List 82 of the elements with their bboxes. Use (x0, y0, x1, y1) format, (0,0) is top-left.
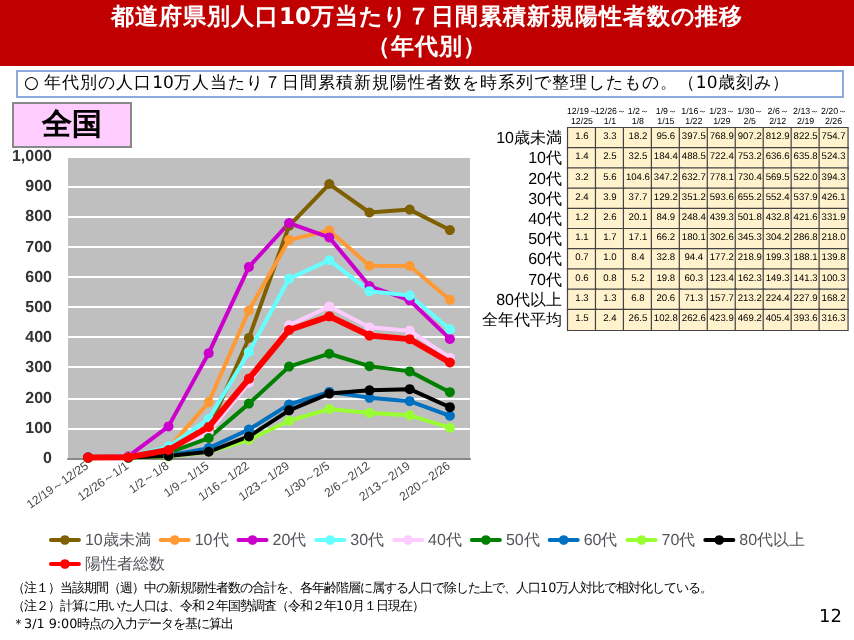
y-tick-label: 900 (25, 177, 54, 196)
point (243, 261, 254, 272)
point (324, 348, 335, 359)
point (404, 260, 415, 271)
point (324, 301, 335, 312)
point (243, 398, 254, 409)
y-tick-label: 80代以上 (496, 290, 562, 309)
point (163, 421, 174, 432)
y-tick-label: 60代 (528, 250, 562, 269)
y-tick-label: 10代 (528, 149, 562, 168)
chart-subtitle: ○ 年代別の人口10万人当たり７日間累積新規陽性者数を時系列で整理したもの。（10歳刻み） (16, 70, 844, 98)
y-tick-label: 500 (25, 298, 54, 316)
point (444, 294, 455, 305)
point (404, 325, 415, 336)
y-tick-label: 70代 (528, 270, 562, 289)
y-tick-label: 40代 (528, 209, 562, 228)
y-tick-label: 800 (25, 207, 54, 226)
legend-label: 60代 (583, 531, 618, 549)
legend-label: 10歳未満 (84, 531, 151, 549)
point (324, 179, 335, 190)
point (444, 333, 455, 344)
point (284, 405, 295, 416)
point (404, 204, 415, 215)
point (243, 373, 254, 384)
point (203, 348, 214, 359)
y-tick-label: 700 (25, 237, 54, 256)
point (364, 286, 375, 297)
point (324, 255, 335, 266)
y-tick-label: 10歳未満 (496, 129, 562, 148)
point (203, 397, 214, 408)
y-tick-label: 0 (43, 449, 54, 467)
point (324, 311, 335, 322)
point (404, 396, 415, 407)
point (364, 207, 375, 218)
point (203, 433, 214, 443)
y-tick-label: 30代 (528, 189, 562, 208)
legend-label: 30代 (350, 531, 385, 549)
legend-label: 40代 (428, 531, 462, 549)
point (364, 330, 375, 341)
point (404, 366, 415, 377)
y-tick-label: 100 (25, 418, 54, 437)
point (243, 332, 254, 343)
point (243, 346, 254, 357)
point (444, 422, 455, 433)
legend-label: 70代 (661, 531, 696, 549)
y-tick-label: 200 (25, 388, 54, 407)
point (404, 290, 415, 301)
point (444, 410, 455, 421)
point (444, 402, 455, 413)
y-tick-label: 400 (25, 328, 54, 347)
point (364, 385, 375, 396)
text: 12 (819, 608, 842, 628)
point (243, 305, 254, 316)
y-tick-label: 300 (25, 358, 54, 377)
legend-label: 10代 (194, 531, 229, 549)
point (364, 260, 375, 271)
point (444, 357, 455, 368)
point (444, 324, 455, 335)
point (364, 361, 375, 372)
point (364, 322, 375, 333)
point (324, 403, 335, 414)
y-tick-label: 1,000 (11, 147, 54, 165)
legend-label: 80代以上 (739, 531, 806, 549)
y-tick-label: 全年代平均 (482, 310, 562, 329)
y-tick-label: 600 (25, 267, 54, 286)
point (284, 361, 295, 372)
point (284, 273, 295, 284)
point (364, 407, 375, 418)
point (404, 384, 415, 395)
y-tick-label: 50代 (528, 230, 562, 249)
point (284, 234, 295, 245)
point (324, 232, 335, 243)
point (444, 387, 455, 398)
point (444, 225, 455, 236)
legend-label: 20代 (272, 531, 307, 549)
point (284, 415, 295, 426)
point (404, 334, 415, 345)
point (404, 410, 415, 421)
text: 全国 (12, 102, 132, 148)
y-tick-label: 20代 (528, 169, 562, 188)
chart-title: 都道府県別人口10万当たり７日間累積新規陽性者数の推移（年代別） (108, 2, 745, 62)
legend-label: 陽性者総数 (84, 555, 165, 573)
